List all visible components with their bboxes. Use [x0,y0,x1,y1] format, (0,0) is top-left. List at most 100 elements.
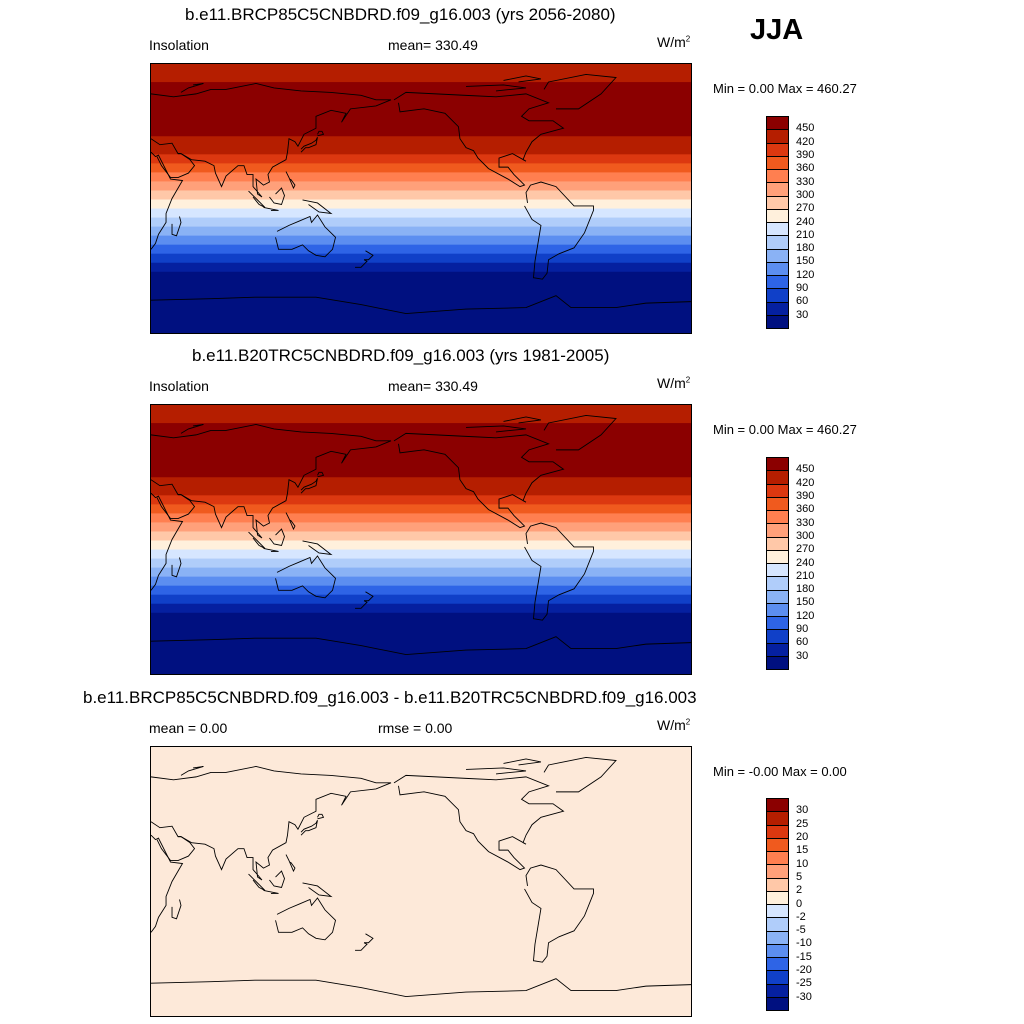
insolation-band [151,100,691,137]
colorbar-tick-label: 420 [796,135,815,148]
colorbar-tick-label: 60 [796,636,809,649]
coastline [248,531,266,549]
colorbar-tick-label: -5 [796,924,806,937]
colorbar-tick-label: 450 [796,463,815,476]
colorbar-cell [767,958,788,972]
panel1-left-label: Insolation [149,37,209,53]
panel3-colorbar [766,798,789,1011]
colorbar-cell [767,262,788,276]
panel1-field [151,64,691,333]
insolation-band [151,576,691,587]
coastline [269,870,285,888]
colorbar-tick-label: 330 [796,175,815,188]
colorbar-tick-label: 30 [796,649,809,662]
panel2-minmax: Min = 0.00 Max = 460.27 [713,422,857,437]
colorbar-cell [767,117,788,131]
colorbar-cell [767,143,788,157]
colorbar-cell [767,825,788,839]
insolation-band [151,603,691,614]
insolation-band [151,271,691,282]
coastline [285,512,296,531]
insolation-band [151,199,691,210]
insolation-band [151,504,691,514]
coastline [317,130,325,137]
insolation-band [151,549,691,560]
insolation-band [151,585,691,596]
coastline [151,765,392,881]
panel1-colorbar [766,116,789,329]
coastline [275,897,337,941]
coastline [171,557,182,578]
insolation-band [151,154,691,164]
colorbar-cell [767,196,788,210]
coastline [151,82,392,198]
colorbar-cell [767,471,788,485]
coastline [300,478,318,494]
insolation-band [151,477,691,496]
coastline [503,416,542,424]
colorbar-tick-label: 15 [796,844,809,857]
insolation-band [151,289,691,333]
colorbar-tick-label: -2 [796,910,806,923]
colorbar-cell [767,550,788,564]
insolation-band [151,226,691,237]
colorbar-tick-label: 150 [796,255,815,268]
coastline [171,899,182,920]
panel2-title: b.e11.B20TRC5CNBDRD.f09_g16.003 (yrs 198… [192,346,610,365]
insolation-band [151,423,691,442]
coastline [543,73,617,110]
colorbar-cell [767,617,788,631]
insolation-band [151,405,691,424]
insolation-band [151,280,691,291]
coastline [543,756,617,793]
insolation-band [151,64,691,83]
colorbar-tick-label: -25 [796,977,812,990]
coastline [364,933,374,944]
colorbar-cell [767,564,788,578]
colorbar-tick-label: 180 [796,583,815,596]
colorbar-cell [767,630,788,644]
colorbar-cell [767,603,788,617]
insolation-band [151,495,691,505]
insolation-band [151,163,691,173]
coastline [263,889,279,894]
colorbar-tick-label: 10 [796,857,809,870]
panel1-minmax: Min = 0.00 Max = 460.27 [713,81,857,96]
panel1-coastlines [151,73,691,314]
panel2-left-label: Insolation [149,378,209,394]
insolation-band [151,567,691,578]
colorbar-tick-label: -10 [796,937,812,950]
colorbar-cell [767,511,788,525]
coastline [355,259,368,268]
coastline [524,864,594,963]
colorbar-cell [767,484,788,498]
coastline [151,978,691,997]
colorbar-tick-label: 240 [796,215,815,228]
colorbar-tick-label: 210 [796,228,815,241]
colorbar-cell [767,918,788,932]
insolation-band [151,558,691,569]
coastline [248,873,266,891]
colorbar-cell [767,878,788,892]
coastline [355,600,368,609]
coastline [355,942,368,951]
colorbar-tick-label: 270 [796,202,815,215]
colorbar-tick-label: 90 [796,282,809,295]
colorbar-cell [767,537,788,551]
coastline [269,187,285,205]
insolation-band [151,441,691,478]
colorbar-cell [767,209,788,223]
panel2-units: W/m2 [657,375,691,391]
insolation-band [151,172,691,183]
colorbar-cell [767,590,788,604]
coastline [302,882,333,898]
colorbar-cell [767,577,788,591]
colorbar-cell [767,223,788,237]
coastline [466,425,527,433]
colorbar-cell [767,524,788,538]
colorbar-cell [767,276,788,290]
season-label: JJA [750,14,804,46]
panel3-mean-label: mean = 0.00 [149,720,228,736]
insolation-band [151,630,691,674]
colorbar-tick-label: 330 [796,516,815,529]
